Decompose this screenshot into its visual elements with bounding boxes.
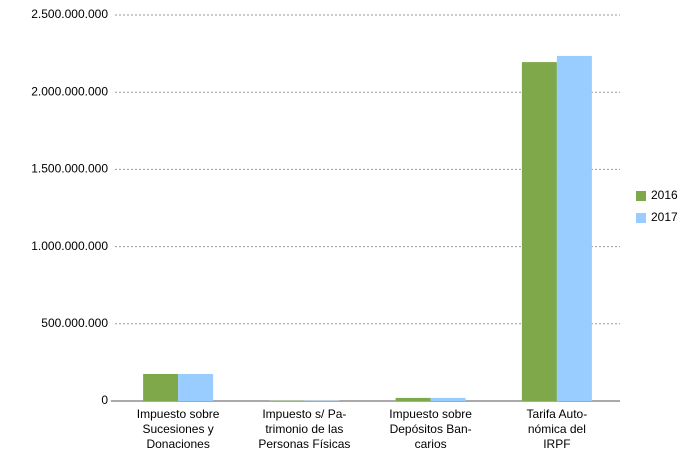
y-tick-label: 500.000.000	[41, 316, 108, 330]
x-tick-label: Donaciones	[146, 437, 209, 451]
x-tick-label: Impuesto s/ Pa-	[262, 407, 346, 421]
x-tick-label: Impuesto sobre	[389, 407, 472, 421]
legend-label: 2016	[651, 188, 678, 202]
y-tick-label: 1.500.000.000	[31, 162, 108, 176]
legend-swatch	[636, 213, 646, 223]
x-tick-label: carios	[415, 437, 447, 451]
bar	[522, 62, 557, 401]
y-tick-label: 1.000.000.000	[31, 239, 108, 253]
legend-label: 2017	[651, 210, 678, 224]
x-tick-label: Sucesiones y	[142, 422, 213, 436]
x-tick-label: trimonio de las	[265, 422, 343, 436]
y-tick-label: 0	[101, 393, 108, 407]
x-tick-label: nómica del	[528, 422, 586, 436]
x-tick-label: Tarifa Auto-	[527, 407, 588, 421]
x-tick-label: Depósitos Ban-	[390, 422, 472, 436]
bar	[557, 56, 592, 401]
bar	[143, 374, 178, 401]
x-tick-label: IRPF	[543, 437, 570, 451]
y-tick-label: 2.000.000.000	[31, 84, 108, 98]
bar	[178, 374, 213, 401]
x-tick-label: Personas Físicas	[258, 437, 350, 451]
y-tick-label: 2.500.000.000	[31, 7, 108, 21]
x-tick-label: Impuesto sobre	[137, 407, 220, 421]
bar	[431, 398, 466, 401]
bar	[396, 398, 431, 401]
legend-swatch	[636, 191, 646, 201]
